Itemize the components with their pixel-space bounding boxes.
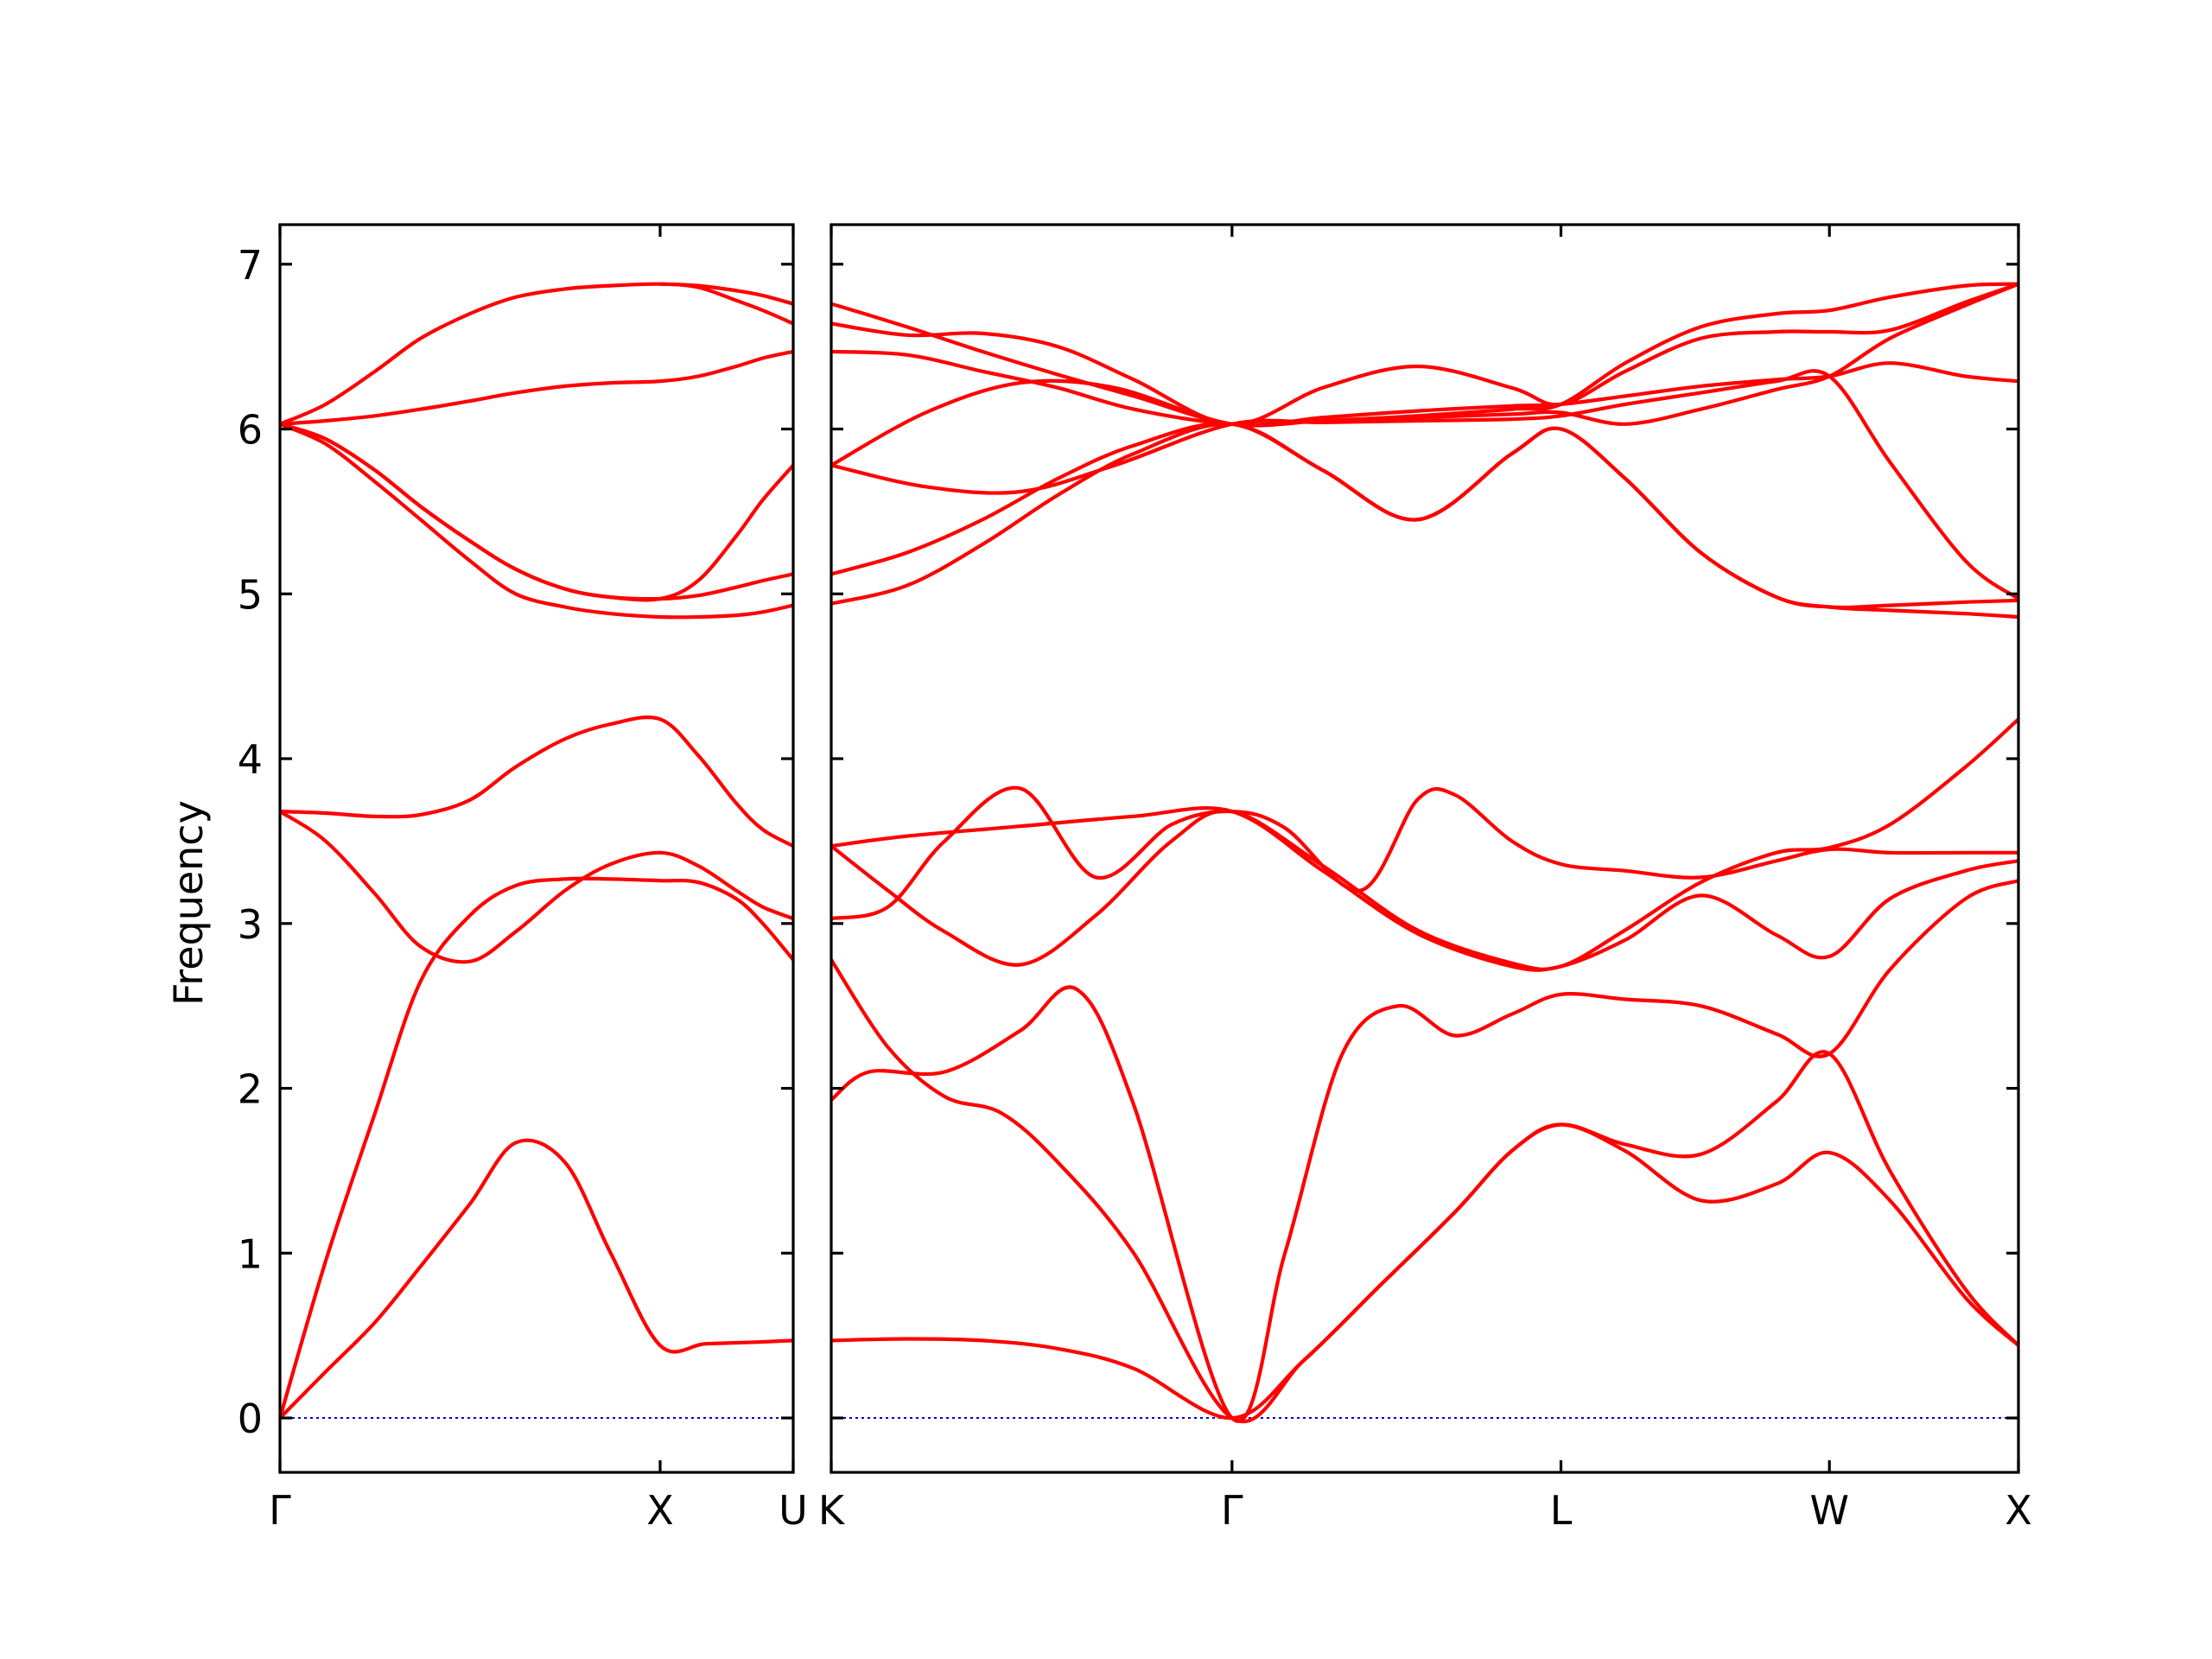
band-line-4 xyxy=(280,715,793,849)
y-tick-label: 1 xyxy=(238,1230,263,1277)
x-tick-label: L xyxy=(1550,1487,1573,1534)
y-axis-label: Frequency xyxy=(165,800,212,1006)
band-line-1 xyxy=(280,1138,793,1421)
y-tick-label: 3 xyxy=(238,901,263,948)
band-line-3 xyxy=(831,879,2018,1423)
y-tick-label: 2 xyxy=(238,1066,263,1113)
y-tick-label: 5 xyxy=(238,571,263,618)
plot-frame xyxy=(830,223,2020,1474)
band-line-6 xyxy=(280,422,793,601)
band-line-7 xyxy=(280,422,793,602)
band-line-6 xyxy=(831,717,2018,971)
y-tick-label: 0 xyxy=(238,1395,263,1442)
left-panel: 0 1 2 3 4 5 6 7 Γ X U xyxy=(238,223,808,1534)
x-tick-label: Γ xyxy=(1221,1487,1243,1534)
x-tick-label: X xyxy=(2005,1487,2032,1534)
band-line-3 xyxy=(280,810,793,964)
x-tick-label: X xyxy=(646,1487,674,1534)
band-line-10 xyxy=(831,282,2018,427)
x-tick-label: Γ xyxy=(269,1487,291,1534)
band-line-9 xyxy=(280,282,793,426)
band-line-5 xyxy=(831,806,2018,972)
y-tick-label: 4 xyxy=(238,736,263,783)
band-line-10 xyxy=(658,282,793,306)
band-line-9 xyxy=(831,369,2018,601)
band-line-13 xyxy=(831,282,2018,428)
band-line-8 xyxy=(280,349,793,426)
y-tick-label: 7 xyxy=(238,242,263,289)
band-line-12 xyxy=(831,282,2018,426)
band-line-8 xyxy=(831,421,2018,610)
x-tick-label: K xyxy=(818,1487,846,1534)
band-series-group xyxy=(280,282,793,1421)
x-tick-label: U xyxy=(779,1487,808,1534)
band-line-1 xyxy=(831,1122,2018,1421)
band-line-2 xyxy=(280,876,793,1421)
band-line-5 xyxy=(280,422,793,620)
band-line-4 xyxy=(831,785,2018,921)
band-line-7 xyxy=(831,422,2018,620)
band-line-11 xyxy=(831,361,2018,467)
band-series-group xyxy=(831,282,2018,1424)
band-line-2 xyxy=(831,957,2018,1424)
plot-frame xyxy=(278,223,795,1474)
x-tick-label: W xyxy=(1809,1487,1848,1534)
y-tick-label: 6 xyxy=(238,407,263,454)
